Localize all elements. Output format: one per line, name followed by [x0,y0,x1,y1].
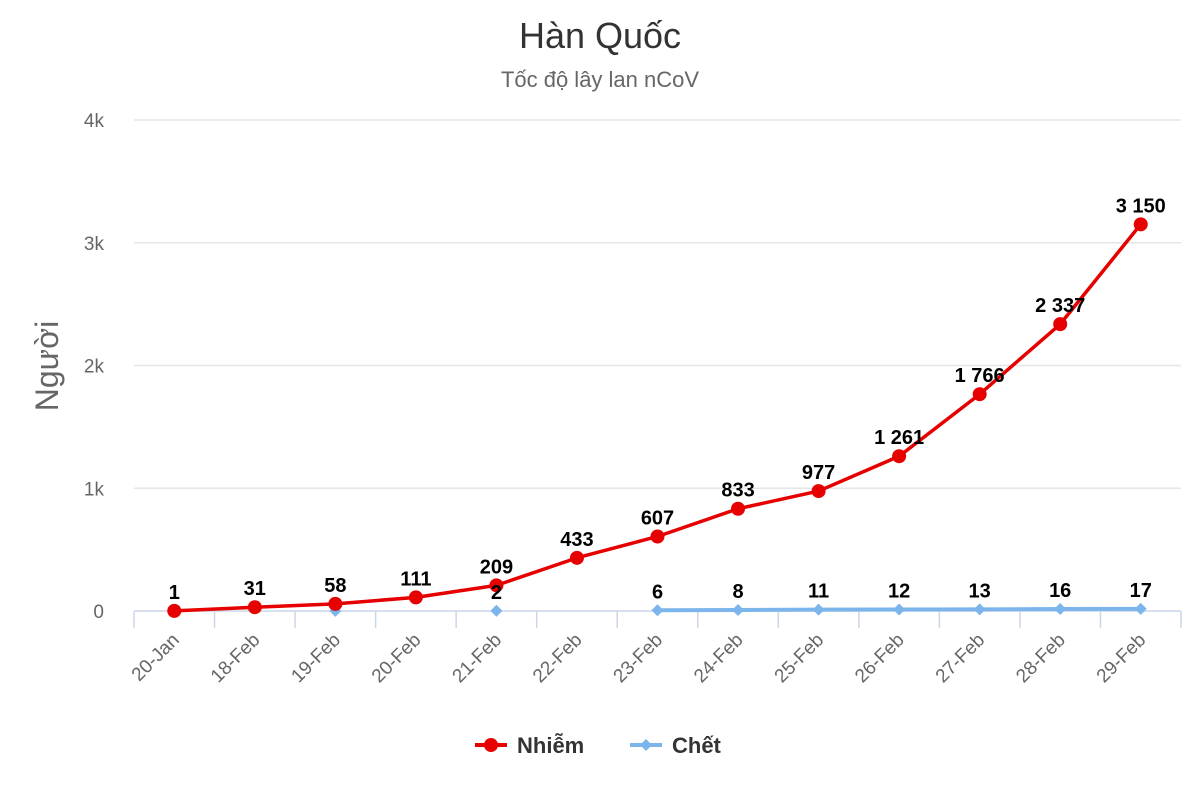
data-point-infected[interactable] [731,501,746,516]
data-label-infected: 3 150 [1116,195,1166,217]
y-tick-label: 1k [84,479,105,500]
data-point-deaths[interactable] [812,603,825,616]
data-label-deaths: 17 [1130,580,1152,602]
x-tick-label: 28-Feb [1012,630,1069,687]
series-infected [167,217,1148,618]
data-point-infected[interactable] [489,578,504,593]
y-tick-label: 4k [84,111,105,132]
y-axis-ticks: 0 1k 2k 3k 4k [84,111,105,623]
legend-label-infected: Nhiễm [517,733,584,758]
data-label-infected: 1 [169,582,180,604]
legend-item-infected[interactable]: Nhiễm [475,733,584,758]
data-label-deaths: 16 [1049,580,1071,602]
data-label-deaths: 12 [888,581,910,603]
y-axis-label: Người [29,321,65,411]
data-point-infected[interactable] [972,387,987,402]
data-point-infected[interactable] [892,449,907,464]
data-label-deaths: 13 [969,580,991,602]
data-label-infected: 977 [802,462,835,484]
legend-item-deaths[interactable]: Chết [630,733,722,758]
data-point-infected[interactable] [328,596,343,611]
x-tick-label: 20-Jan [128,630,184,686]
data-point-infected[interactable] [167,603,182,618]
x-tick-label: 19-Feb [287,630,344,687]
data-label-infected: 31 [244,578,266,600]
data-point-deaths[interactable] [1134,602,1147,615]
data-label-deaths: 8 [732,581,743,603]
data-point-infected[interactable] [1053,317,1068,332]
data-point-infected[interactable] [569,550,584,565]
x-axis: 20-Jan 18-Feb 19-Feb 20-Feb 21-Feb 22-Feb 23-F… [128,610,1182,687]
data-label-infected: 2 337 [1035,295,1085,317]
x-tick-label: 20-Feb [368,630,425,687]
data-point-infected[interactable] [811,484,826,499]
data-point-infected[interactable] [247,600,262,615]
series-line-infected [174,223,1143,613]
chart-subtitle: Tốc độ lây lan nCoV [501,67,699,92]
data-label-infected: 209 [480,556,513,578]
chart-title: Hàn Quốc [519,15,681,56]
x-tick-label: 26-Feb [851,630,908,687]
data-label-infected: 58 [324,575,346,597]
gridlines [134,119,1181,489]
legend-label-deaths: Chết [672,733,722,758]
y-tick-label: 0 [93,602,104,623]
data-point-infected[interactable] [1133,217,1148,232]
x-tick-label: 21-Feb [449,630,506,687]
data-point-deaths[interactable] [1054,603,1067,616]
data-label-deaths: 2 [491,582,502,604]
data-label-infected: 1 766 [955,365,1005,387]
data-point-deaths[interactable] [732,604,745,617]
data-point-infected[interactable] [408,590,423,605]
data-point-infected[interactable] [650,529,665,544]
data-label-infected: 111 [400,568,431,590]
y-tick-label: 3k [84,234,105,255]
y-tick-label: 2k [84,357,105,378]
legend[interactable]: Nhiễm Chết [475,733,722,758]
data-label-infected: 433 [560,529,593,551]
x-tick-label: 24-Feb [690,630,747,687]
data-point-deaths[interactable] [893,603,906,616]
data-label-deaths: 11 [808,581,829,603]
data-label-infected: 1 261 [874,427,924,449]
x-tick-label: 23-Feb [610,630,667,687]
data-point-deaths[interactable] [651,604,664,617]
data-label-infected: 607 [641,507,674,529]
series-area [167,217,1148,618]
x-tick-label: 29-Feb [1093,630,1150,687]
legend-marker-infected [484,738,498,752]
x-tick-label: 22-Feb [529,630,586,687]
data-point-deaths[interactable] [973,603,986,616]
data-point-deaths[interactable] [490,604,503,617]
legend-marker-deaths [640,739,652,751]
data-label-deaths: 6 [652,581,663,603]
x-tick-label: 18-Feb [207,630,264,687]
x-tick-label: 27-Feb [932,630,989,687]
series-deaths [329,602,1147,617]
data-label-infected: 833 [721,480,754,502]
x-tick-label: 25-Feb [771,630,828,687]
